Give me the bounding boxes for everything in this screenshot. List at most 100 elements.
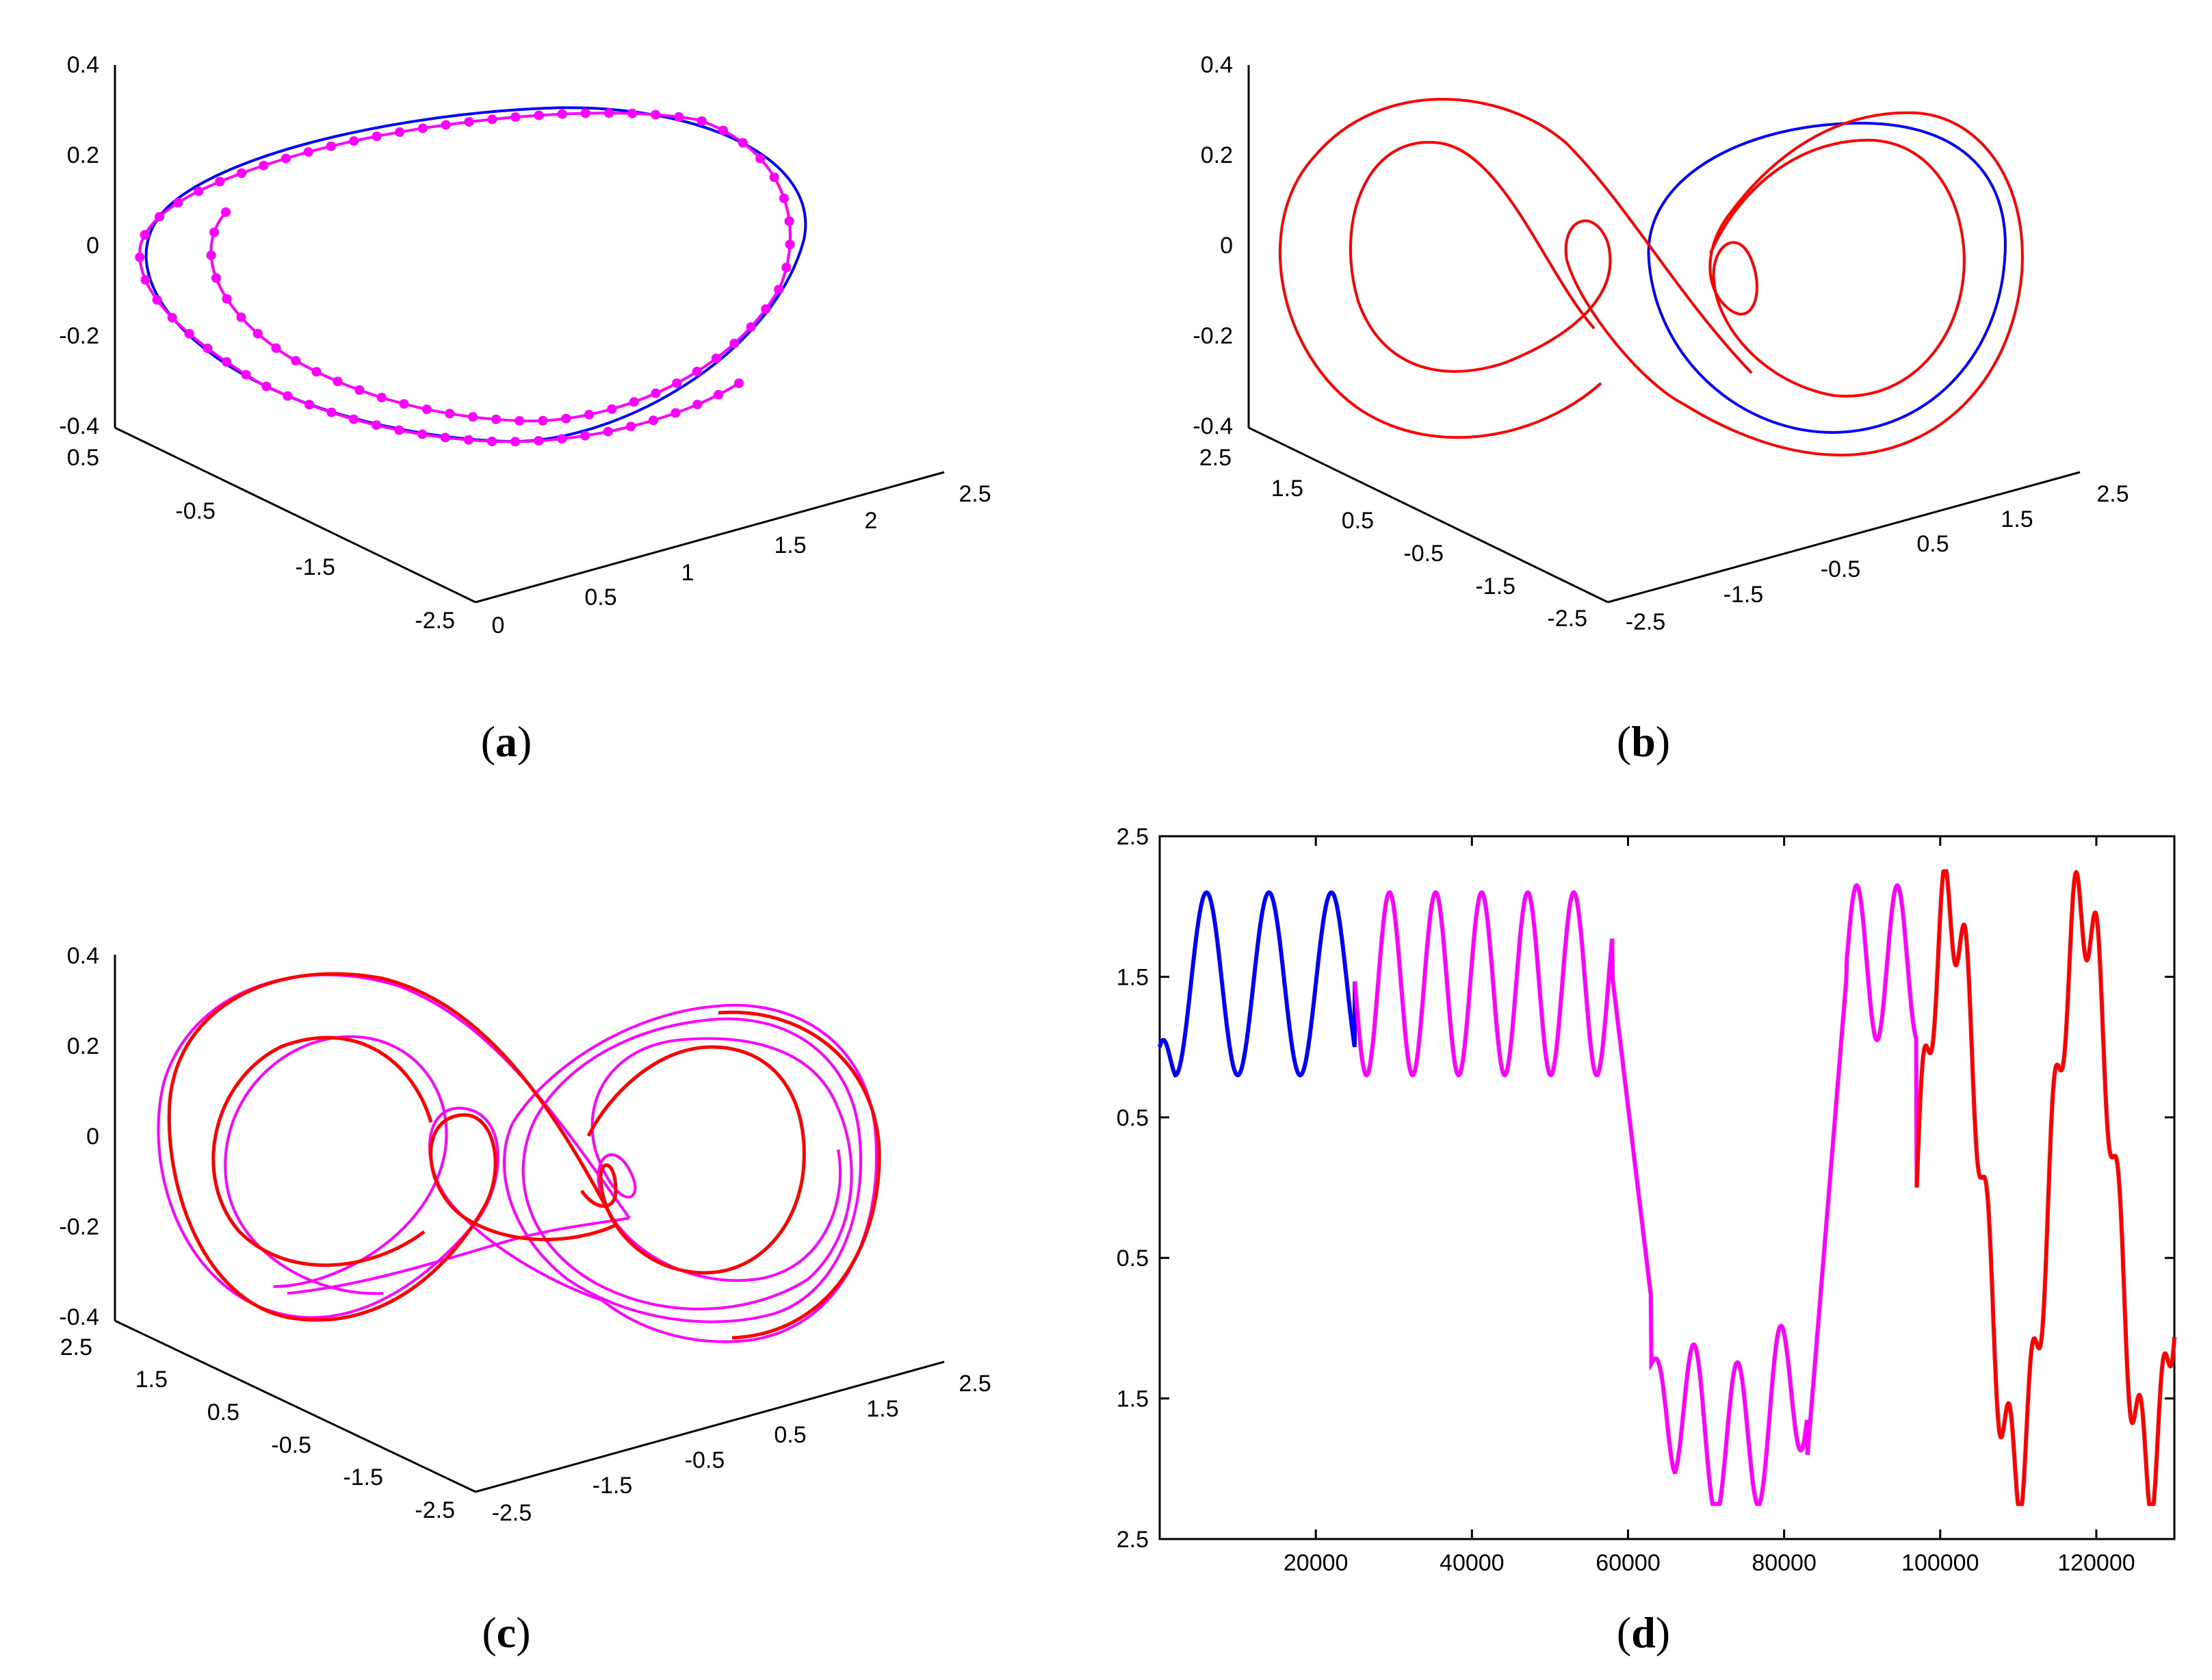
panel-a-marker (283, 391, 293, 401)
panel-d-x-tick-label: 20000 (1284, 1550, 1349, 1576)
panel-c-right-tick: 1.5 (866, 1396, 898, 1422)
panel-a-z-tick: 0.4 (67, 52, 99, 78)
panel-b-right-tick: 0.5 (1916, 531, 1949, 557)
panel-c-z-tick: 0 (86, 1124, 99, 1150)
panel-a-marker (534, 110, 544, 120)
panel-b-left-tick: -2.5 (1547, 606, 1587, 632)
panel-a-marker (510, 112, 521, 122)
panel-a-marker (557, 109, 567, 119)
panel-d-x-tick-label: 40000 (1440, 1550, 1505, 1576)
panel-a-left-tick: -0.5 (175, 498, 216, 524)
panel-d-y-tick-label: 2.5 (1117, 824, 1149, 850)
panel-d-x-ticks: 20000 40000 60000 80000 100000 120000 (1284, 836, 2135, 1576)
panel-a-marker (651, 109, 661, 120)
panel-b-blue-cycle (1647, 121, 2007, 435)
panel-c-left-tick: -2.5 (415, 1497, 455, 1523)
panel-a-marker (718, 125, 728, 135)
panel-a-marker (311, 367, 322, 377)
panel-b-red-outer-left (1278, 98, 1753, 439)
panel-c-right-tick: -2.5 (492, 1500, 532, 1526)
panel-a-marker (211, 273, 221, 283)
panel-a-marker (421, 404, 432, 415)
panel-a-marker (769, 172, 779, 182)
panel-a-marker (259, 160, 269, 170)
panel-a-marker (261, 381, 272, 391)
panel-d-y-tick-label: 1.5 (1117, 964, 1149, 990)
panel-a-marker (252, 328, 263, 339)
panel-b-right-tick: -1.5 (1723, 582, 1764, 608)
panel-a-marker (674, 112, 684, 122)
panel-d-series-blue (1158, 890, 1357, 1078)
panel-a-blue-cycle (144, 106, 807, 443)
panel-a-marker (761, 304, 771, 314)
panel-c-left-tick: 1.5 (135, 1367, 168, 1393)
panel-d-x-tick-label: 100000 (1901, 1550, 1979, 1576)
panel-a-marker (291, 356, 301, 366)
panel-c-magenta-left-outer (157, 973, 631, 1319)
panel-c-red-right-outer (718, 1010, 881, 1340)
panel-c-red-left-inner (429, 1113, 617, 1241)
panel-b-z-tick: -0.4 (1193, 413, 1233, 439)
panel-a-marker (326, 141, 336, 151)
panel-a-marker (440, 432, 450, 443)
panel-a-marker (236, 312, 246, 322)
panel-a-marker (607, 404, 617, 414)
panel-c-z-ticks: 0.4 0.2 0 -0.2 -0.4 (59, 943, 99, 1330)
panel-a-marker (672, 378, 682, 388)
panel-a-marker (580, 108, 590, 118)
panel-a-marker (376, 392, 387, 402)
panel-a-left-tick: 0.5 (67, 445, 99, 471)
panel-a-right-tick: 1.5 (774, 532, 806, 558)
panel-a-marker (222, 357, 232, 367)
panel-a-marker (206, 250, 216, 261)
panel-a-marker (372, 420, 382, 430)
panel-d-x-tick-label: 120000 (2057, 1550, 2135, 1576)
panel-a-marker (774, 285, 784, 295)
panel-a-marker (487, 114, 497, 125)
panel-c-left-tick: 0.5 (207, 1399, 239, 1425)
panel-d-label: (d) (1617, 1608, 1670, 1657)
panel-a-marker (354, 385, 365, 395)
panel-c-right-ticks: -2.5 -1.5 -0.5 0.5 1.5 2.5 (492, 1371, 991, 1526)
panel-b-z-tick: 0 (1220, 233, 1233, 259)
panel-a-marker (304, 400, 315, 410)
panel-c-magenta-right-rings (503, 1017, 862, 1323)
panel-a-marker (651, 388, 661, 398)
panel-b-left-tick: 0.5 (1342, 508, 1374, 534)
panel-a-marker (779, 193, 789, 203)
panel-a-marker (746, 322, 756, 332)
panel-a-marker (222, 294, 232, 304)
panel-b-z-ticks: 0.4 0.2 0 -0.2 -0.4 (1193, 52, 1233, 439)
panel-a-marker (671, 408, 681, 418)
panel-a-marker (538, 415, 548, 426)
panel-b-right-tick: 1.5 (2001, 506, 2033, 532)
panel-a-markers (135, 108, 795, 447)
panel-b-right-tick: -2.5 (1626, 609, 1666, 635)
panel-b-left-tick: 1.5 (1271, 476, 1303, 502)
panel-d-y-ticks: 2.5 1.5 0.5 0.5 1.5 2.5 (1117, 824, 2174, 1553)
panel-a-marker (417, 429, 428, 439)
panel-a-marker (510, 437, 521, 447)
panel-a-right-ticks: 0 0.5 1 1.5 2 2.5 (492, 481, 991, 638)
panel-c-right-tick: 2.5 (959, 1371, 991, 1397)
panel-a-marker (729, 338, 740, 348)
panel-d-series-red (1914, 869, 2176, 1506)
panel-b-axes (1247, 65, 2081, 604)
panel-c-z-tick: 0.2 (67, 1033, 99, 1059)
panel-a-marker (135, 252, 145, 262)
panel-a-marker (692, 400, 703, 410)
panel-d-series (1158, 869, 2176, 1506)
panel-c-z-tick: -0.2 (59, 1214, 99, 1240)
panel-a-marker (237, 168, 247, 178)
panel-a-magenta-spiral (138, 112, 792, 443)
panel-b: 0.4 0.2 0 -0.2 -0.4 2.5 1.5 0.5 -0.5 -1.… (1193, 52, 2129, 766)
panel-a-marker (241, 370, 251, 380)
panel-c-magenta-left-ring (224, 1035, 448, 1295)
panel-a-marker (417, 123, 428, 133)
panel-a-marker (215, 177, 225, 187)
panel-a-marker (755, 153, 766, 164)
panel-c-left-ticks: 2.5 1.5 0.5 -0.5 -1.5 -2.5 (60, 1334, 455, 1523)
panel-a-marker (399, 399, 409, 409)
panel-d-frame (1158, 835, 2176, 1540)
